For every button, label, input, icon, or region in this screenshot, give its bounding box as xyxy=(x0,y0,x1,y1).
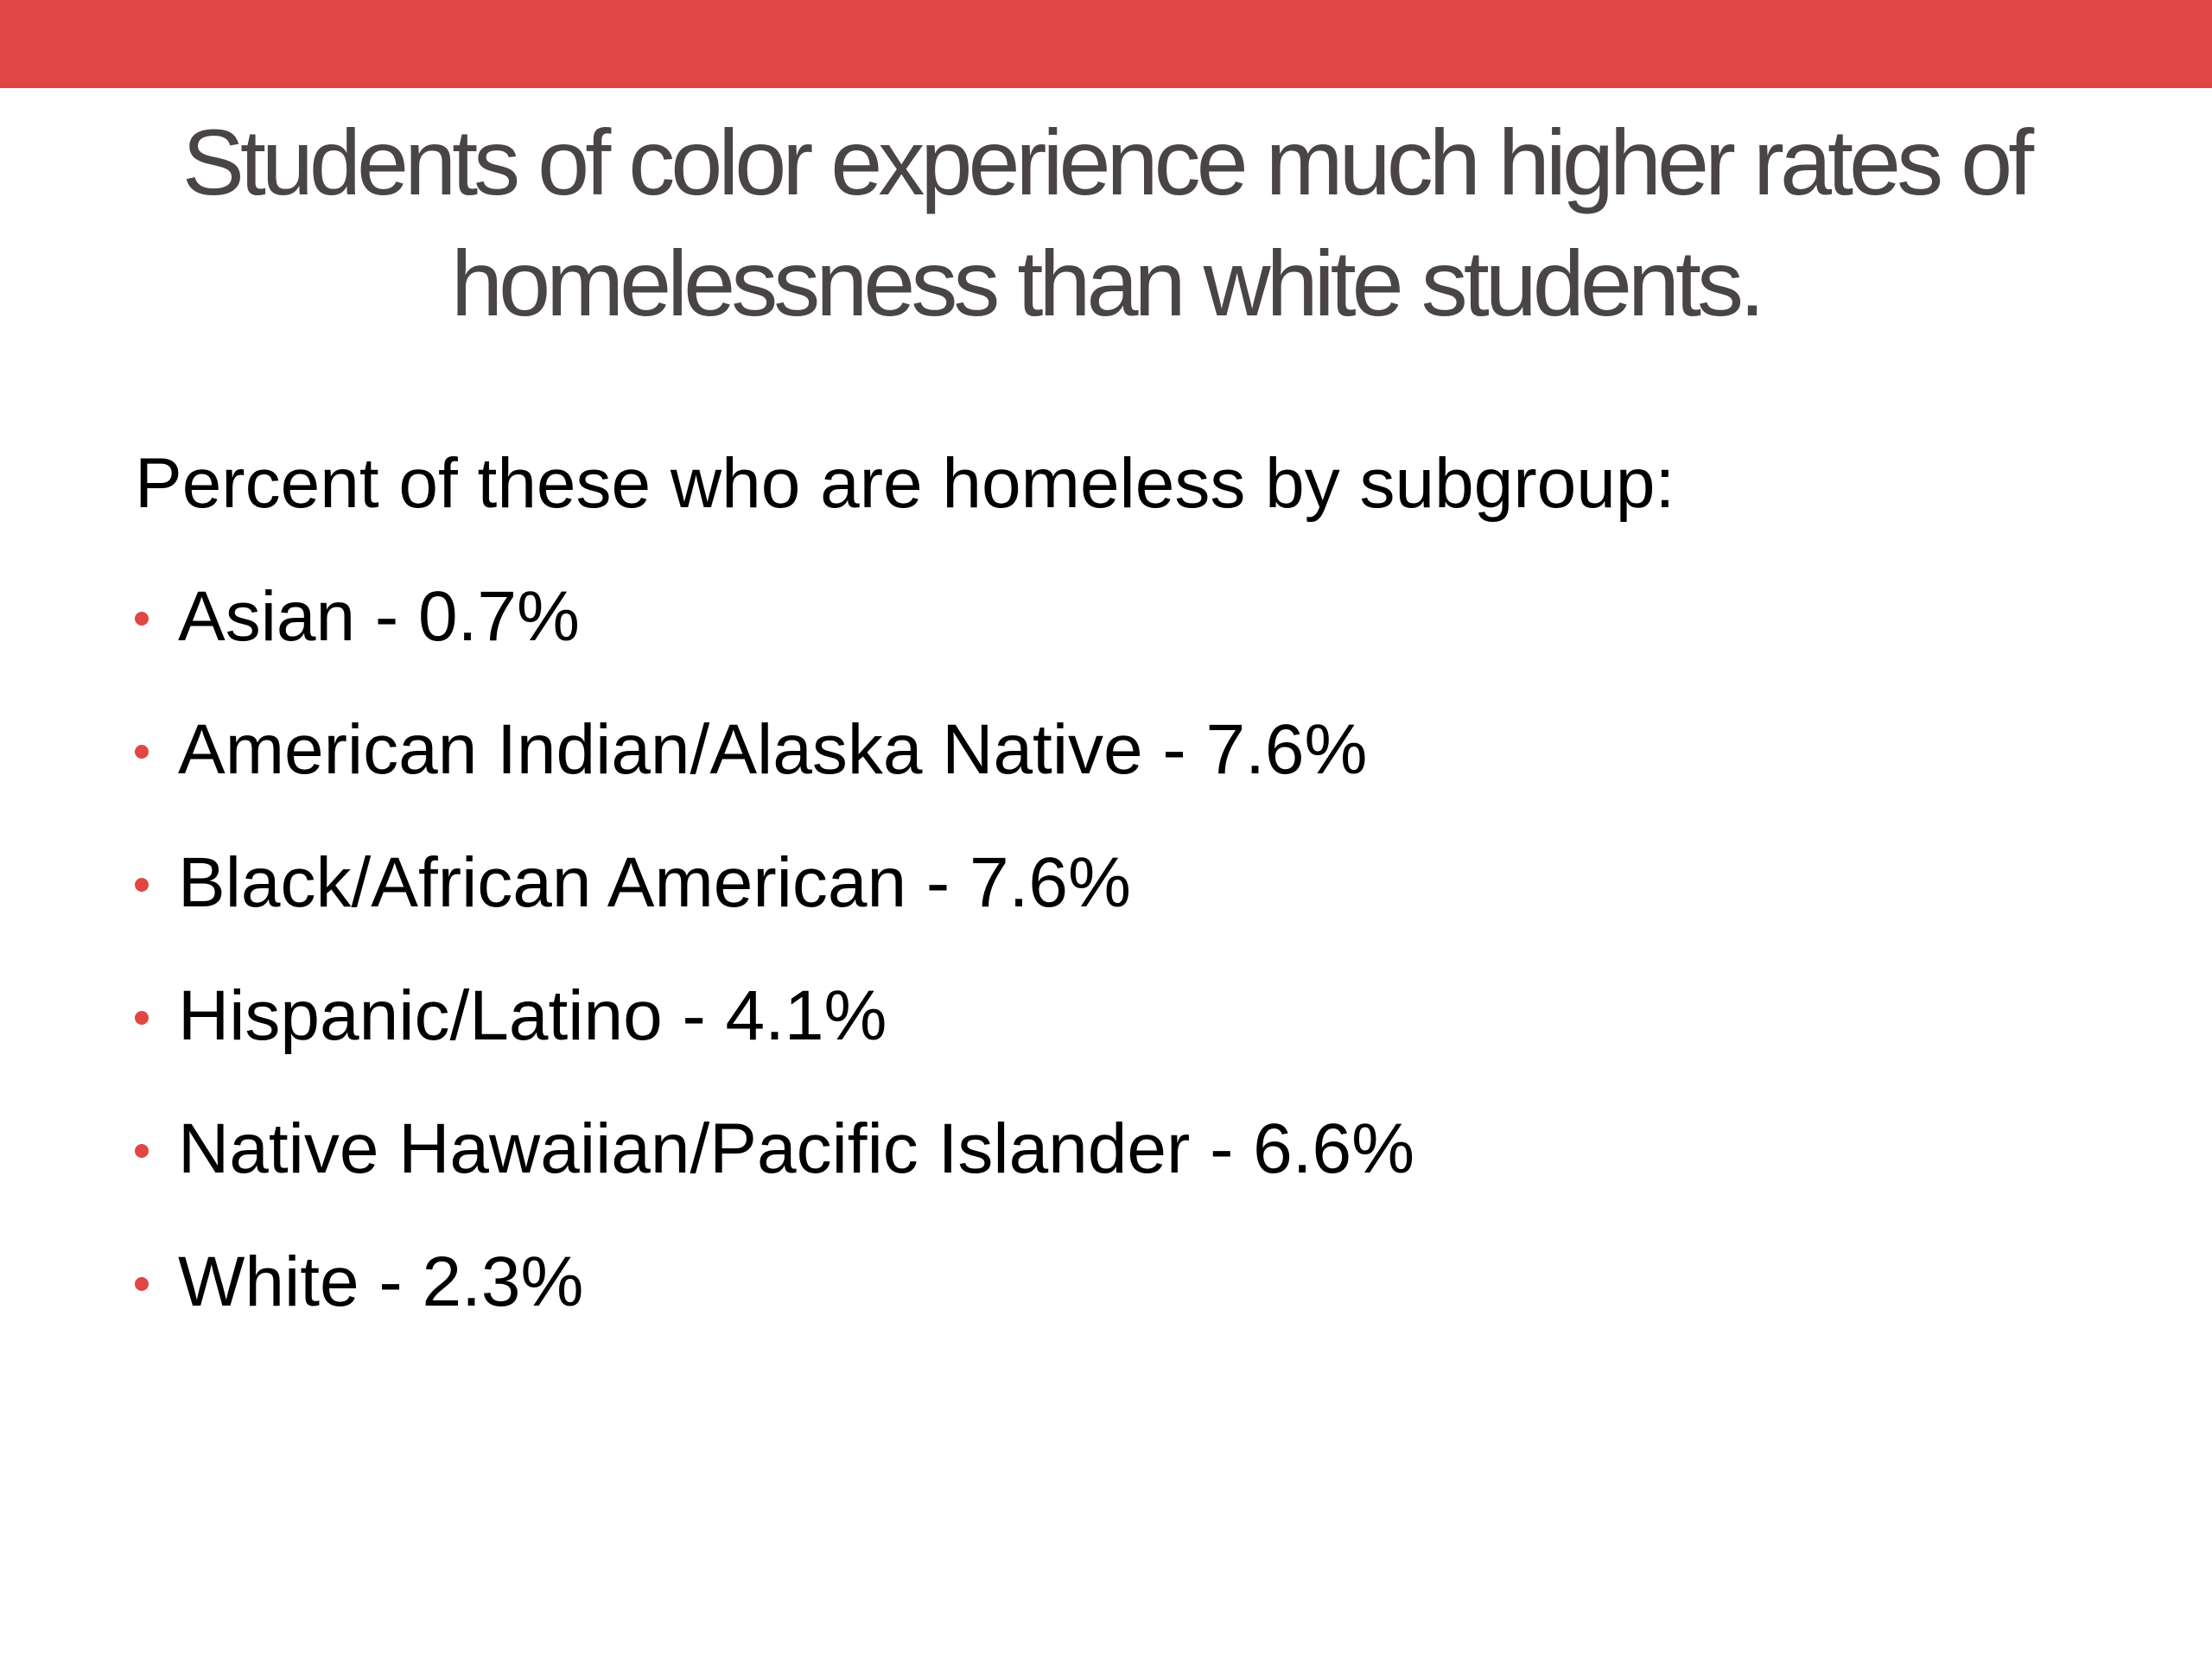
intro-text: Percent of these who are homeless by sub… xyxy=(135,444,1675,523)
bullet-text-asian: Asian - 0.7% xyxy=(178,577,580,656)
top-accent-bar xyxy=(0,0,2212,88)
bullet-dot-icon xyxy=(135,1144,149,1158)
bullet-dot-icon xyxy=(135,1277,149,1291)
slide-title: Students of color experience much higher… xyxy=(130,102,2082,344)
bullet-text-black: Black/African American - 7.6% xyxy=(178,843,1131,922)
bullet-text-native-hawaiian: Native Hawaiian/Pacific Islander - 6.6% xyxy=(178,1109,1415,1188)
title-line-2: homelessness than white students. xyxy=(451,231,1765,335)
bullet-dot-icon xyxy=(135,878,149,892)
title-line-1: Students of color experience much higher… xyxy=(181,110,2034,214)
bullet-dot-icon xyxy=(135,745,149,759)
bullet-dot-icon xyxy=(135,1011,149,1025)
bullet-text-white: White - 2.3% xyxy=(178,1243,584,1321)
bullet-text-hispanic: Hispanic/Latino - 4.1% xyxy=(178,976,887,1055)
bullet-text-american-indian: American Indian/Alaska Native - 7.6% xyxy=(178,710,1368,789)
bullet-dot-icon xyxy=(135,612,149,626)
